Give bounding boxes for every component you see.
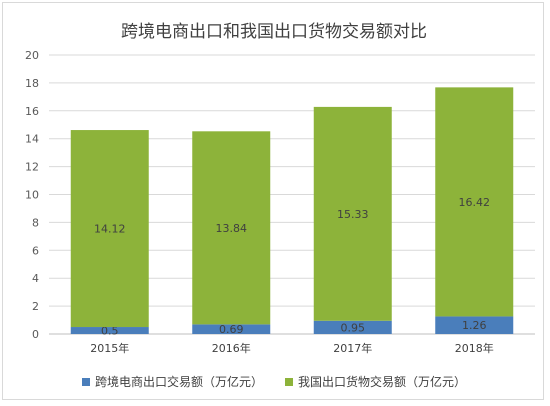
data-label: 14.12 <box>94 223 126 236</box>
y-tick-label: 6 <box>32 244 39 257</box>
bar-segment <box>313 320 392 334</box>
y-tick-label: 12 <box>25 161 39 174</box>
legend-item-total-export: 我国出口货物交易额（万亿元） <box>285 373 466 390</box>
y-tick-label: 20 <box>25 49 39 62</box>
x-tick-label: 2017年 <box>333 341 372 355</box>
x-tick-label: 2016年 <box>212 341 251 355</box>
legend-swatch-cross-border <box>81 377 90 386</box>
y-tick-label: 2 <box>32 300 39 313</box>
y-tick-label: 0 <box>32 328 39 341</box>
bar-segment <box>70 130 149 328</box>
bar-segment <box>70 327 149 334</box>
bar-segment <box>435 87 514 317</box>
bar-segment <box>192 131 271 325</box>
chart-legend: 跨境电商出口交易额（万亿元） 我国出口货物交易额（万亿元） <box>3 373 545 390</box>
legend-swatch-total-export <box>285 377 293 386</box>
data-label: 15.33 <box>337 208 369 221</box>
y-tick-label: 16 <box>25 105 39 118</box>
x-tick-label: 2015年 <box>90 341 129 355</box>
y-tick-label: 18 <box>25 77 39 90</box>
data-label: 0.5 <box>101 325 119 338</box>
y-tick-label: 14 <box>25 133 39 146</box>
legend-label-total-export: 我国出口货物交易额（万亿元） <box>298 375 467 389</box>
x-tick-label: 2018年 <box>455 341 494 355</box>
data-label: 0.69 <box>219 323 244 336</box>
legend-item-cross-border: 跨境电商出口交易额（万亿元） <box>81 373 263 390</box>
data-label: 0.95 <box>341 321 366 334</box>
data-label: 16.42 <box>459 196 491 209</box>
y-tick-label: 10 <box>25 189 39 202</box>
bar-segment <box>192 324 271 334</box>
y-tick-label: 4 <box>32 272 39 285</box>
y-tick-label: 8 <box>32 216 39 229</box>
legend-label-cross-border: 跨境电商出口交易额（万亿元） <box>94 375 263 389</box>
bar-segment <box>435 316 514 334</box>
bar-segment <box>313 106 392 321</box>
chart-frame: 跨境电商出口和我国出口货物交易额对比 0 2 4 6 8 10 12 14 16 18 20 0.5 1… <box>2 2 544 400</box>
data-label: 13.84 <box>216 222 248 235</box>
chart-plot: 0 2 4 6 8 10 12 14 16 18 20 0.5 14.12 2015年 0.69 13.84 2… <box>25 49 535 355</box>
data-label: 1.26 <box>462 319 487 332</box>
chart-title: 跨境电商出口和我国出口货物交易额对比 <box>121 22 427 42</box>
